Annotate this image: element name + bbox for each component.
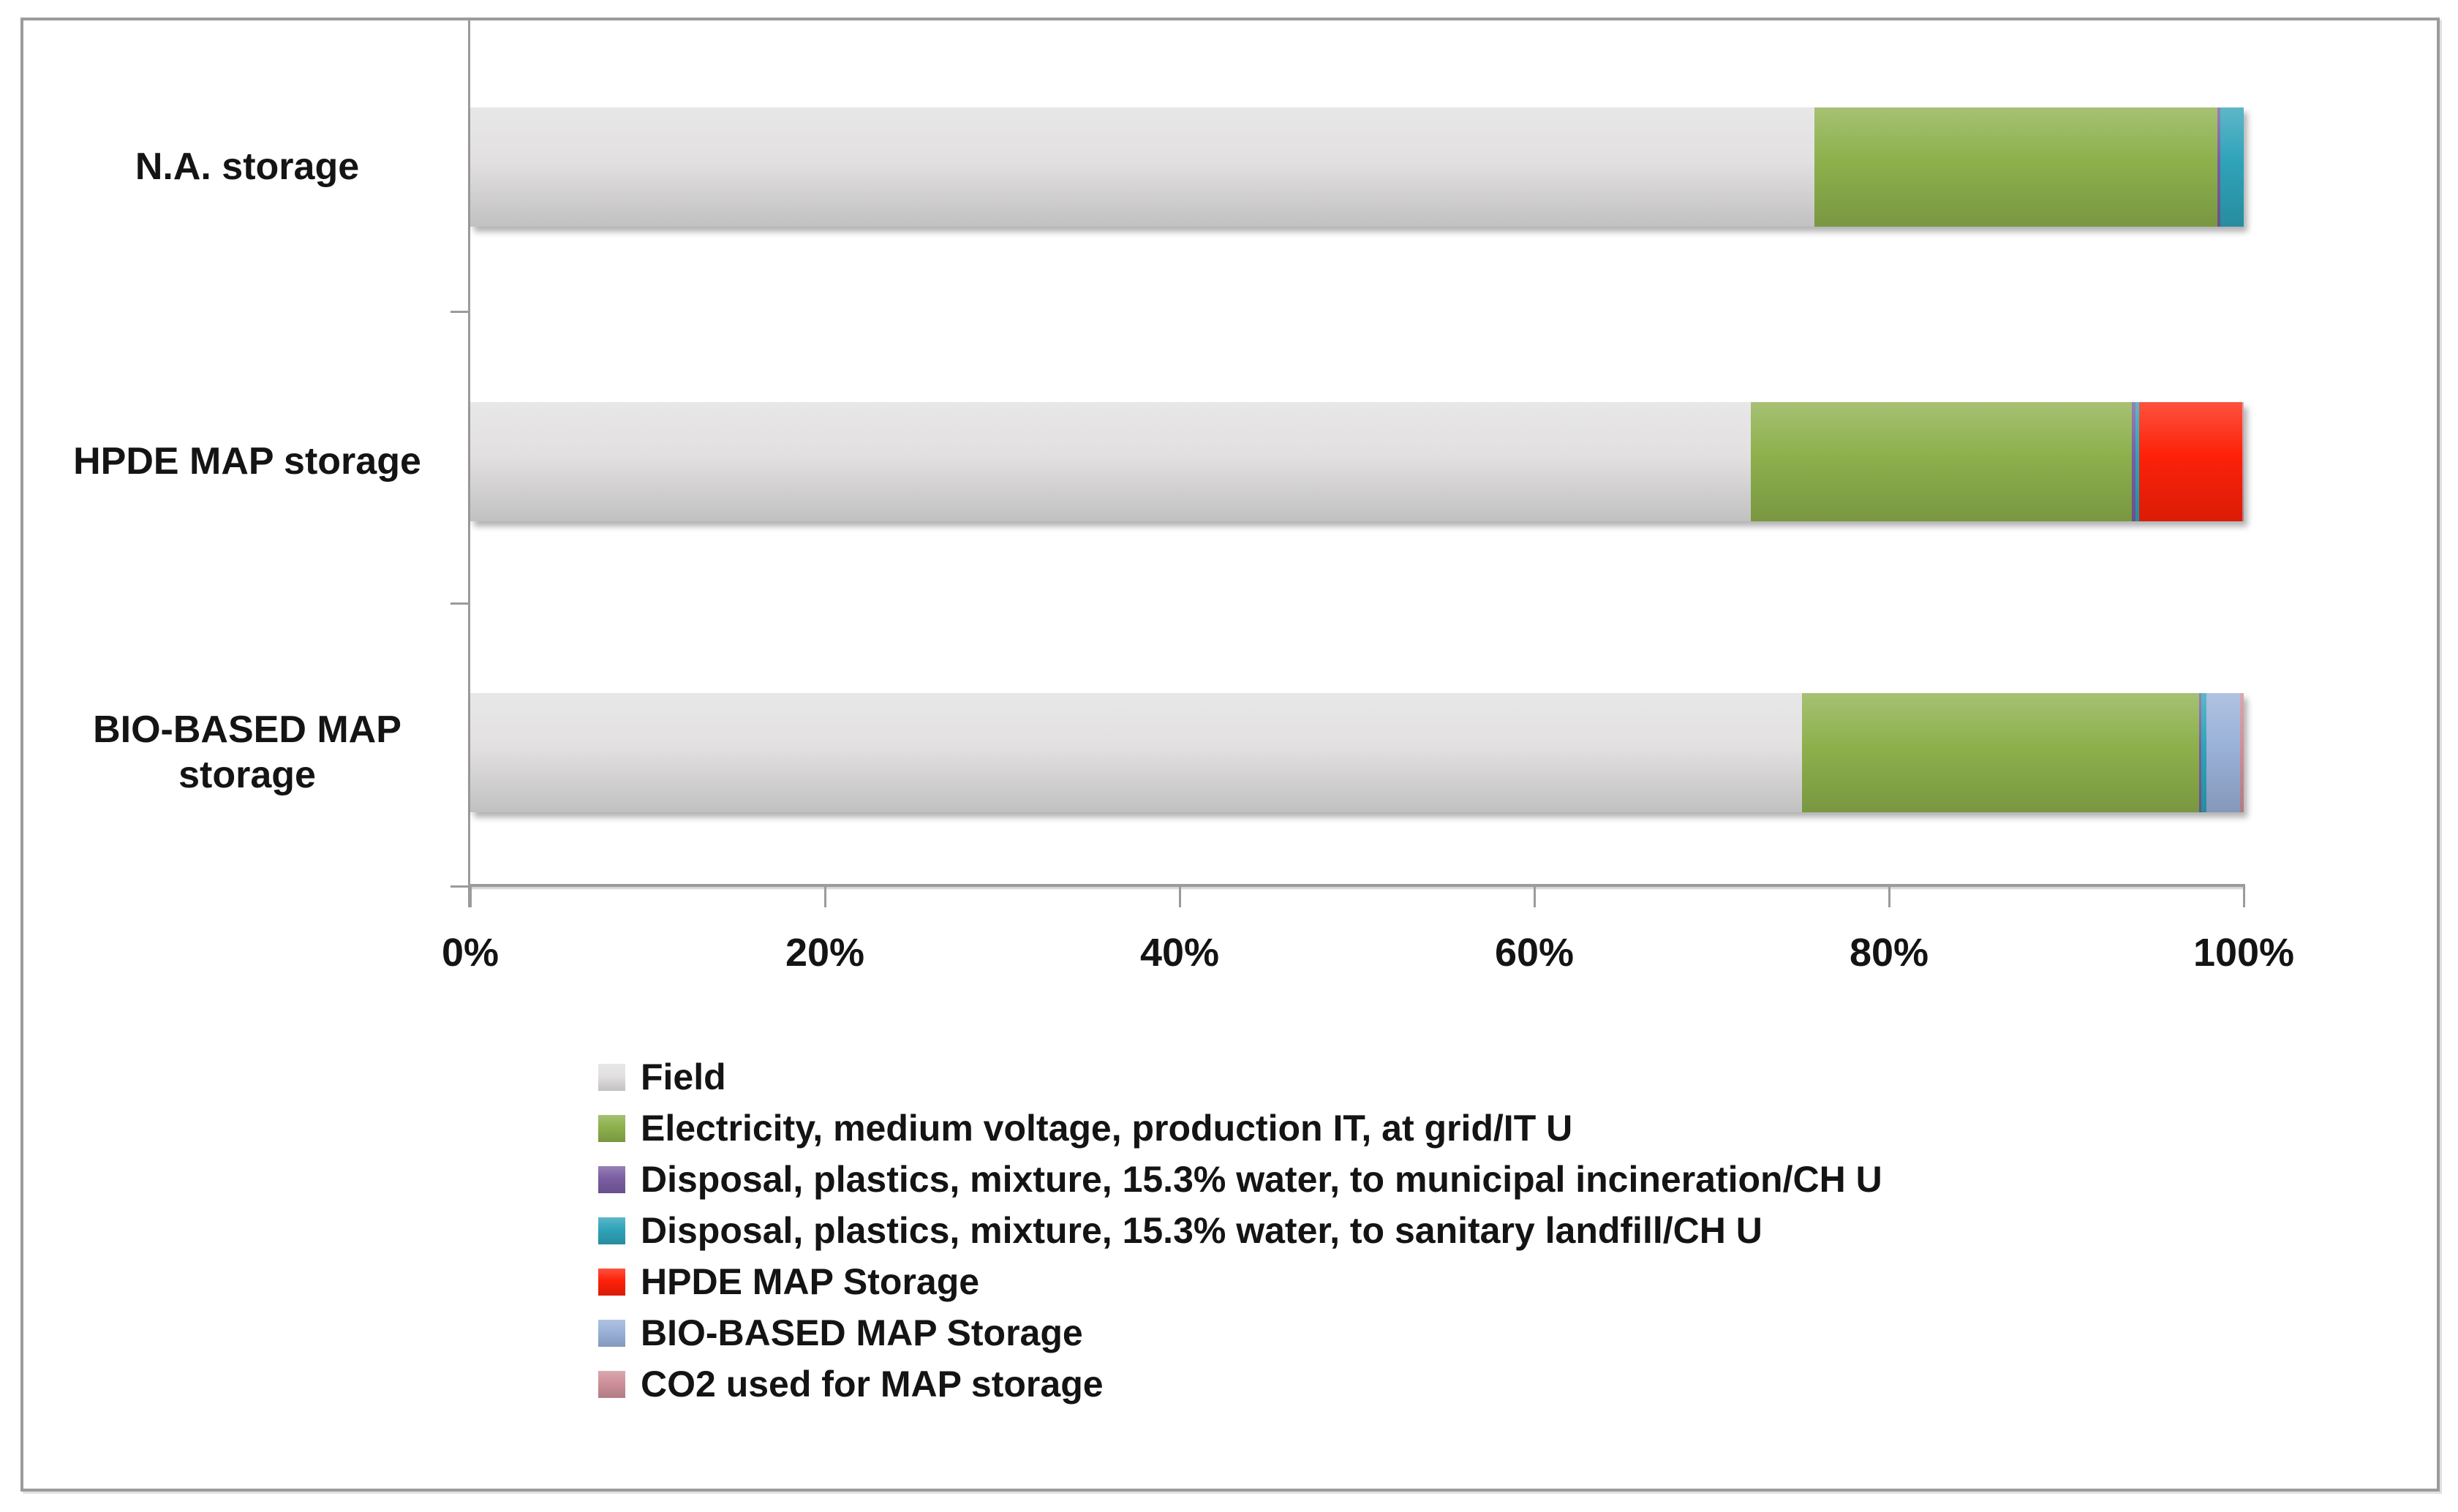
bar-segment bbox=[2220, 107, 2244, 227]
y-axis-line bbox=[468, 18, 470, 907]
legend-row: Disposal, plastics, mixture, 15.3% water… bbox=[598, 1154, 1882, 1205]
legend-row: Disposal, plastics, mixture, 15.3% water… bbox=[598, 1205, 1882, 1256]
legend: Field Electricity, medium voltage, produc… bbox=[598, 1051, 1882, 1410]
legend-row: BIO-BASED MAP Storage bbox=[598, 1307, 1882, 1358]
bar-segment bbox=[2240, 693, 2244, 812]
bar-segment bbox=[2138, 402, 2242, 521]
chart-outer-border bbox=[20, 18, 2440, 1492]
bar-segment bbox=[2201, 693, 2207, 812]
legend-label: BIO-BASED MAP Storage bbox=[641, 1312, 1083, 1353]
x-tick-label: 40% bbox=[1139, 931, 1220, 975]
bar-segment bbox=[1802, 693, 2200, 812]
legend-label: CO2 used for MAP storage bbox=[641, 1364, 1104, 1405]
legend-row: CO2 used for MAP storage bbox=[598, 1358, 1882, 1410]
y-tick-mark bbox=[450, 18, 470, 20]
y-tick-mark bbox=[450, 885, 470, 888]
bar-segment bbox=[2199, 693, 2201, 812]
x-tick-label: 80% bbox=[1849, 931, 1929, 975]
x-axis-line bbox=[470, 884, 2245, 887]
bar-segment bbox=[2242, 402, 2244, 521]
x-tick-mark bbox=[1179, 885, 1181, 907]
x-tick-mark bbox=[470, 885, 472, 907]
x-tick-label: 0% bbox=[441, 931, 499, 975]
x-tick-mark bbox=[1888, 885, 1890, 907]
x-tick-mark bbox=[2243, 885, 2245, 907]
y-tick-mark bbox=[450, 602, 470, 605]
legend-swatch bbox=[598, 1319, 625, 1347]
legend-row: Field bbox=[598, 1051, 1882, 1103]
bar-row bbox=[470, 402, 2244, 521]
bar-row bbox=[470, 107, 2244, 227]
legend-swatch bbox=[598, 1268, 625, 1296]
x-tick-label: 100% bbox=[2193, 931, 2295, 975]
legend-swatch bbox=[598, 1063, 625, 1091]
bar-segment bbox=[470, 402, 1751, 521]
bar-segment bbox=[470, 107, 1815, 227]
y-tick-mark bbox=[450, 311, 470, 313]
category-label: BIO-BASED MAP storage bbox=[93, 708, 402, 796]
legend-label: Electricity, medium voltage, production … bbox=[641, 1108, 1573, 1149]
bar-segment bbox=[1750, 402, 2133, 521]
bar-segment bbox=[2135, 402, 2139, 521]
x-tick-mark bbox=[824, 885, 826, 907]
legend-label: Disposal, plastics, mixture, 15.3% water… bbox=[641, 1159, 1882, 1200]
legend-row: Electricity, medium voltage, production … bbox=[598, 1103, 1882, 1154]
legend-label: HPDE MAP Storage bbox=[641, 1261, 980, 1302]
category-label: HPDE MAP storage bbox=[73, 439, 421, 483]
legend-swatch bbox=[598, 1114, 625, 1142]
legend-swatch bbox=[598, 1217, 625, 1244]
x-tick-label: 20% bbox=[785, 931, 865, 975]
legend-label: Field bbox=[641, 1056, 726, 1097]
bar-segment bbox=[2206, 693, 2241, 812]
legend-swatch bbox=[598, 1370, 625, 1398]
legend-swatch bbox=[598, 1165, 625, 1193]
bar-segment bbox=[2132, 402, 2136, 521]
category-label: N.A. storage bbox=[135, 145, 360, 188]
bar-segment bbox=[470, 693, 1803, 812]
x-tick-mark bbox=[1534, 885, 1536, 907]
x-tick-label: 60% bbox=[1494, 931, 1575, 975]
legend-label: Disposal, plastics, mixture, 15.3% water… bbox=[641, 1210, 1763, 1251]
bar-segment bbox=[2217, 107, 2221, 227]
bar-row bbox=[470, 693, 2244, 812]
legend-row: HPDE MAP Storage bbox=[598, 1256, 1882, 1307]
bar-segment bbox=[1814, 107, 2217, 227]
